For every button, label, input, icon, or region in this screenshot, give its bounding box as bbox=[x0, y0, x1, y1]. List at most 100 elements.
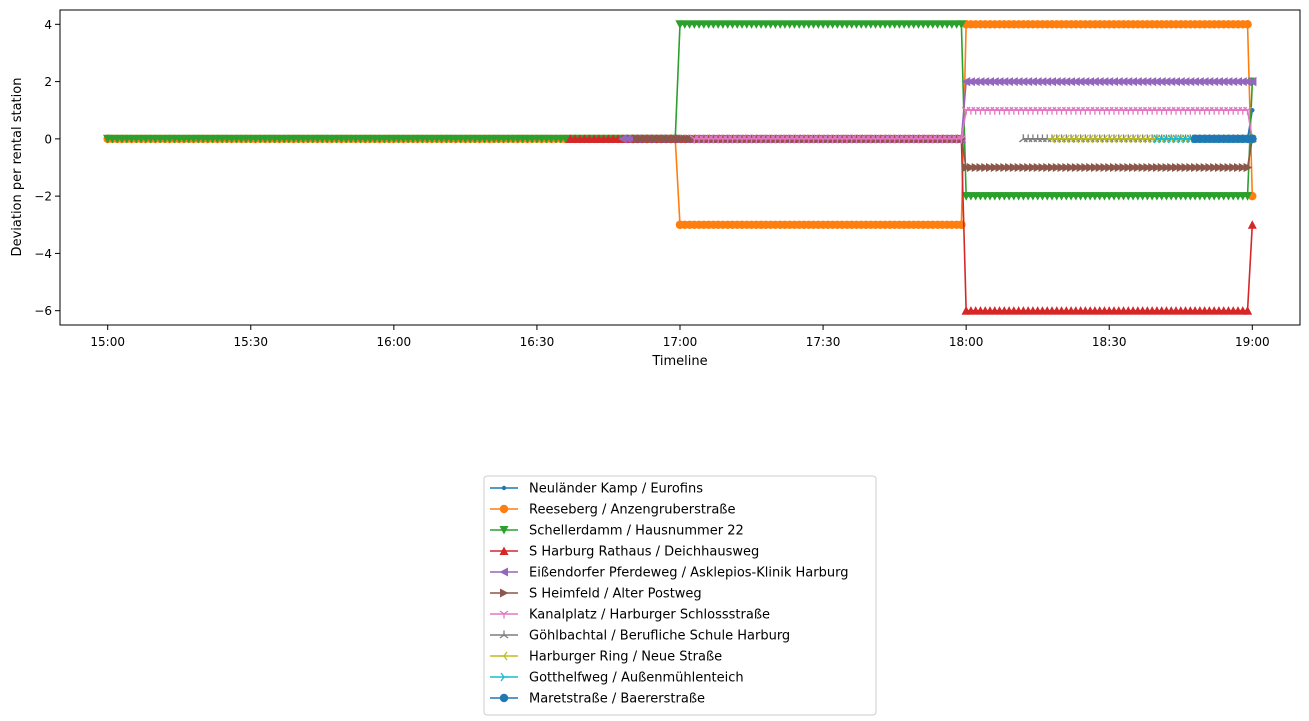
data-point bbox=[675, 20, 685, 29]
data-point bbox=[1205, 163, 1214, 172]
data-point bbox=[1148, 163, 1157, 172]
data-point bbox=[1123, 77, 1133, 87]
legend-label: Maretstraße / Baererstraße bbox=[529, 692, 705, 707]
data-point bbox=[1153, 134, 1162, 144]
x-axis-label: Timeline bbox=[651, 354, 707, 369]
data-point bbox=[981, 163, 990, 172]
data-point bbox=[637, 134, 647, 144]
data-point bbox=[980, 77, 990, 87]
x-tick-label: 19:00 bbox=[1235, 335, 1270, 349]
legend: Neuländer Kamp / Eurofins Reeseberg / Anz… bbox=[483, 475, 877, 716]
data-point bbox=[1066, 77, 1076, 87]
data-point bbox=[1061, 77, 1071, 87]
data-point bbox=[1157, 77, 1166, 87]
data-point bbox=[962, 163, 971, 172]
data-point bbox=[1033, 163, 1043, 172]
data-point bbox=[961, 306, 971, 315]
data-point bbox=[1214, 77, 1223, 87]
data-point bbox=[1182, 134, 1191, 144]
data-point bbox=[961, 106, 971, 115]
data-point bbox=[1110, 163, 1119, 172]
data-point bbox=[1166, 77, 1176, 87]
data-point bbox=[501, 485, 507, 491]
data-point bbox=[1018, 134, 1028, 143]
data-point bbox=[642, 134, 652, 144]
legend-label: Gotthelfweg / Außenmühlenteich bbox=[529, 671, 744, 686]
data-point bbox=[1114, 134, 1123, 144]
data-point bbox=[647, 134, 656, 144]
data-point bbox=[1243, 106, 1252, 115]
data-point bbox=[1024, 163, 1033, 172]
data-point bbox=[1048, 163, 1057, 172]
data-point bbox=[1204, 77, 1214, 87]
y-tick-label: 2 bbox=[44, 75, 52, 89]
y-axis-label: Deviation per rental station bbox=[10, 78, 25, 257]
data-point bbox=[1123, 134, 1132, 144]
data-point bbox=[1158, 134, 1167, 144]
data-point bbox=[1057, 134, 1066, 144]
data-point bbox=[1142, 77, 1152, 87]
data-point bbox=[633, 134, 642, 144]
legend-item: Eißendorfer Pferdeweg / Asklepios-Klinik… bbox=[490, 566, 848, 581]
data-point bbox=[1247, 220, 1257, 229]
data-point bbox=[1133, 77, 1142, 87]
data-point bbox=[1138, 163, 1148, 172]
data-point bbox=[1138, 134, 1147, 144]
data-point bbox=[499, 651, 508, 661]
data-point bbox=[1248, 134, 1257, 144]
data-point bbox=[966, 77, 975, 87]
data-point bbox=[500, 588, 509, 598]
y-tick-label: −6 bbox=[34, 304, 52, 318]
data-point bbox=[1190, 77, 1200, 87]
data-point bbox=[499, 610, 509, 619]
data-point bbox=[1162, 163, 1171, 172]
legend-item: S Heimfeld / Alter Postweg bbox=[490, 587, 702, 602]
data-point bbox=[976, 163, 985, 172]
data-point bbox=[1128, 134, 1137, 144]
legend-label: Göhlbachtal / Berufliche Schule Harburg bbox=[529, 629, 790, 644]
data-point bbox=[1177, 134, 1186, 144]
series-line bbox=[694, 109, 1254, 140]
series-line bbox=[637, 138, 1254, 169]
data-point bbox=[1090, 163, 1100, 172]
data-point bbox=[961, 77, 971, 87]
legend-item: Reeseberg / Anzengruberstraße bbox=[490, 503, 735, 518]
data-point bbox=[1090, 134, 1099, 144]
data-point bbox=[1119, 134, 1128, 144]
data-point bbox=[995, 77, 1004, 87]
data-point bbox=[1067, 163, 1076, 172]
series-layer bbox=[103, 20, 1257, 315]
legend-item: Göhlbachtal / Berufliche Schule Harburg bbox=[490, 629, 790, 644]
x-tick-label: 16:30 bbox=[520, 335, 555, 349]
data-point bbox=[661, 134, 671, 144]
data-point bbox=[956, 135, 966, 144]
data-point bbox=[1181, 77, 1190, 87]
data-point bbox=[1219, 77, 1228, 87]
data-point bbox=[1162, 134, 1171, 144]
data-point bbox=[1095, 163, 1105, 172]
data-point bbox=[1033, 77, 1042, 87]
legend-item: Harburger Ring / Neue Straße bbox=[490, 650, 722, 665]
data-point bbox=[1090, 77, 1099, 87]
data-point bbox=[499, 630, 509, 639]
data-point bbox=[1238, 163, 1248, 172]
data-point bbox=[1085, 77, 1095, 87]
data-point bbox=[1176, 77, 1185, 87]
legend-label: S Harburg Rathaus / Deichhausweg bbox=[529, 545, 759, 560]
data-point bbox=[1099, 77, 1109, 87]
data-point bbox=[1133, 134, 1142, 144]
data-point bbox=[671, 134, 680, 144]
legend-label: Neuländer Kamp / Eurofins bbox=[529, 482, 703, 497]
data-point bbox=[1200, 77, 1209, 87]
data-point bbox=[1228, 77, 1238, 87]
legend-frame bbox=[483, 475, 877, 716]
data-point bbox=[1181, 163, 1191, 172]
data-point bbox=[1085, 134, 1094, 144]
data-point bbox=[1214, 163, 1224, 172]
data-point bbox=[1009, 163, 1019, 172]
data-point bbox=[1129, 163, 1138, 172]
data-point bbox=[1157, 163, 1167, 172]
data-point bbox=[1062, 163, 1071, 172]
data-point bbox=[1095, 77, 1104, 87]
legend-item: Gotthelfweg / Außenmühlenteich bbox=[490, 671, 744, 686]
